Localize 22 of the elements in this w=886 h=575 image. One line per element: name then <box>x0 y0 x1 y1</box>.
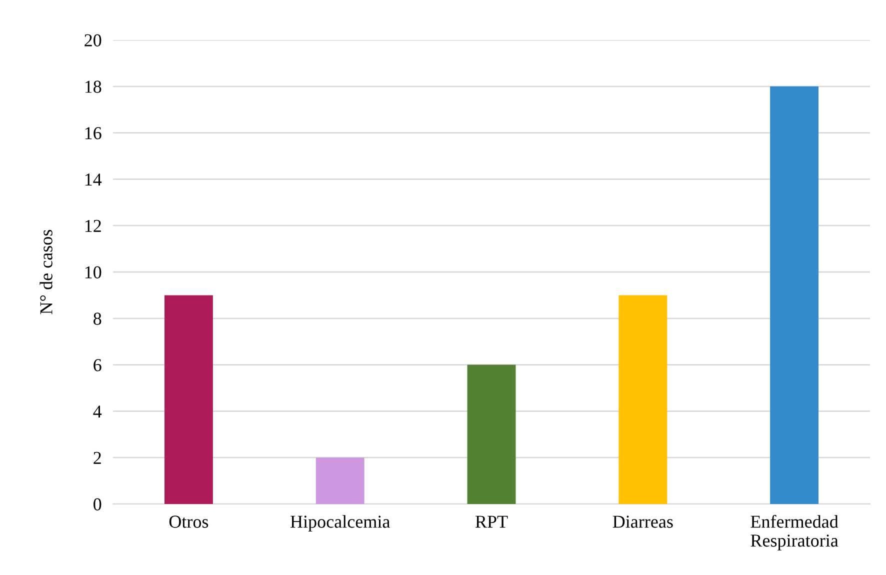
y-axis-title: N° de casos <box>40 230 52 314</box>
y-tick-label: 6 <box>94 359 102 372</box>
x-tick-label: Diarreas <box>612 516 673 528</box>
bar <box>770 86 819 504</box>
y-tick-label: 18 <box>85 80 102 93</box>
bar <box>618 295 668 504</box>
x-tick-label: Otros <box>169 516 208 528</box>
y-tick-label: 10 <box>85 266 102 278</box>
y-tick-label: 8 <box>94 312 102 325</box>
x-tick-label: Enfermedad Respiratoria <box>750 514 838 550</box>
y-tick-label: 20 <box>84 34 102 46</box>
y-tick-label: 12 <box>85 220 101 232</box>
y-tick-label: 4 <box>93 406 102 418</box>
bar <box>164 295 213 504</box>
y-tick-label: 16 <box>85 127 102 140</box>
x-tick-label: Hipocalcemia <box>290 515 390 532</box>
y-tick-label: 14 <box>85 174 102 186</box>
x-tick-label: RPT <box>475 516 508 528</box>
y-tick-label: 2 <box>94 452 101 464</box>
y-tick-label: 0 <box>94 498 102 510</box>
bar <box>467 364 516 504</box>
bar <box>316 458 364 504</box>
